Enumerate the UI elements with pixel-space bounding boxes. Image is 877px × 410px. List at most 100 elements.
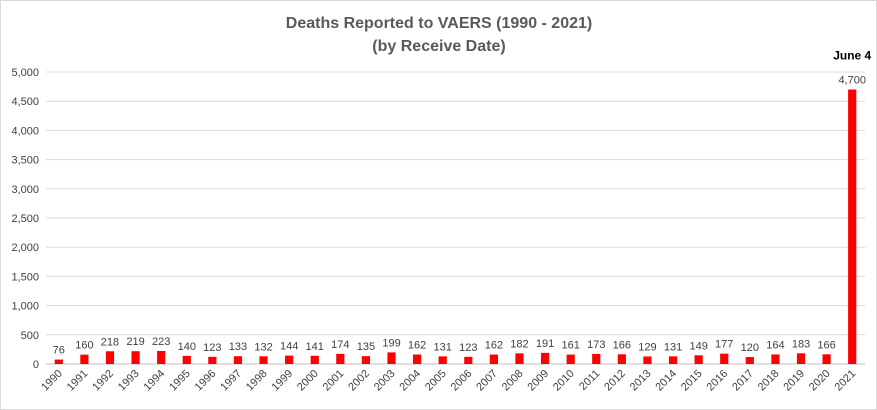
gridlines: [46, 71, 865, 365]
y-tick-label: 3,000: [11, 184, 39, 196]
bar: [54, 359, 63, 364]
y-tick-label: 2,000: [11, 242, 39, 254]
data-label: 129: [638, 341, 656, 353]
bar: [208, 356, 217, 364]
y-tick-label: 2,500: [11, 213, 39, 225]
bar: [387, 352, 396, 364]
bar: [80, 354, 89, 364]
y-tick-label: 500: [21, 330, 39, 342]
bar: [336, 353, 345, 364]
y-tick-label: 4,500: [11, 96, 39, 108]
x-tick-label: 2011: [577, 368, 602, 393]
x-tick-label: 2018: [756, 368, 782, 394]
annotation-layer: June 4: [833, 49, 871, 63]
data-label: 162: [485, 340, 503, 352]
data-label: 199: [382, 337, 400, 349]
bar: [361, 356, 371, 364]
data-label: 160: [75, 340, 93, 352]
annotation-label: June 4: [833, 49, 871, 63]
bar: [848, 89, 857, 365]
data-label: 141: [306, 341, 324, 353]
bar: [489, 354, 498, 364]
x-tick-label: 2009: [525, 368, 551, 394]
x-tick-label: 2012: [602, 368, 628, 394]
data-label: 131: [434, 341, 452, 353]
x-tick-label: 1992: [90, 368, 116, 394]
x-tick-label: 1999: [269, 368, 295, 394]
x-axis-ticks: 1990 1991 1992 1993 1994 1995 1996 1997 1998 1999…: [39, 368, 858, 394]
data-label: 173: [587, 339, 605, 351]
bars: [54, 89, 857, 365]
x-tick-label: 1993: [116, 368, 142, 394]
x-tick-label: 1990: [39, 368, 65, 394]
bar: [617, 354, 626, 364]
data-label: 177: [715, 339, 733, 351]
bar: [438, 356, 447, 364]
bar: [285, 355, 294, 364]
data-label: 223: [152, 336, 170, 348]
data-label: 219: [126, 336, 144, 348]
y-tick-label: 1,500: [11, 271, 39, 283]
y-tick-label: 5,000: [11, 67, 39, 79]
data-label: 191: [536, 338, 554, 350]
x-tick-label: 2015: [679, 368, 705, 394]
bar: [566, 354, 575, 364]
bar: [233, 356, 243, 364]
bar: [694, 355, 703, 364]
bar: [745, 356, 754, 364]
data-label: 132: [254, 341, 272, 353]
x-tick-label: 1995: [167, 368, 193, 394]
bar: [668, 356, 678, 364]
bar: [822, 354, 831, 364]
data-label: 174: [331, 339, 349, 351]
bar: [182, 355, 191, 364]
data-label: 166: [613, 339, 631, 351]
data-label: 76: [53, 345, 65, 357]
data-label: 120: [741, 342, 759, 354]
x-tick-label: 2021: [833, 368, 859, 394]
bar: [796, 353, 806, 364]
x-tick-label: 2008: [500, 368, 526, 394]
bar: [105, 351, 115, 364]
bar: [157, 350, 166, 364]
x-tick-label: 2016: [705, 368, 731, 394]
x-tick-label: 2003: [372, 368, 398, 394]
x-tick-label: 2000: [295, 368, 321, 394]
x-tick-label: 2001: [321, 368, 347, 394]
chart-subtitle: (by Receive Date): [372, 38, 505, 55]
y-tick-label: 4,000: [11, 125, 39, 137]
x-tick-label: 1996: [193, 368, 219, 394]
data-label: 123: [459, 342, 477, 354]
data-label: 183: [792, 338, 810, 350]
x-tick-label: 1991: [65, 368, 91, 394]
x-tick-label: 2002: [346, 368, 372, 394]
data-label: 164: [766, 339, 784, 351]
data-label: 162: [408, 340, 426, 352]
y-axis-ticks: 0 500 1,000 1,500 2,000 2,500 3,000 3,500 4,000 4…: [11, 67, 39, 371]
y-tick-label: 0: [33, 359, 39, 371]
bar: [720, 353, 729, 364]
bar: [643, 356, 652, 364]
x-tick-label: 2010: [551, 368, 577, 394]
x-tick-label: 1994: [141, 368, 167, 394]
data-label: 182: [510, 338, 528, 350]
bar: [131, 351, 140, 364]
data-label: 144: [280, 341, 298, 353]
x-tick-label: 2005: [423, 368, 449, 394]
x-tick-label: 2020: [807, 368, 833, 394]
data-label: 140: [178, 341, 196, 353]
data-label: 149: [689, 340, 707, 352]
x-tick-label: 2013: [628, 368, 654, 394]
data-label: 131: [664, 341, 682, 353]
bar: [515, 353, 524, 364]
data-label: 161: [561, 340, 579, 352]
bar: [413, 354, 422, 364]
bar: [592, 353, 601, 364]
data-label: 4,700: [838, 75, 866, 87]
x-tick-label: 2004: [397, 368, 423, 394]
bar: [540, 352, 550, 364]
data-label: 133: [229, 341, 247, 353]
y-tick-label: 3,500: [11, 155, 39, 167]
